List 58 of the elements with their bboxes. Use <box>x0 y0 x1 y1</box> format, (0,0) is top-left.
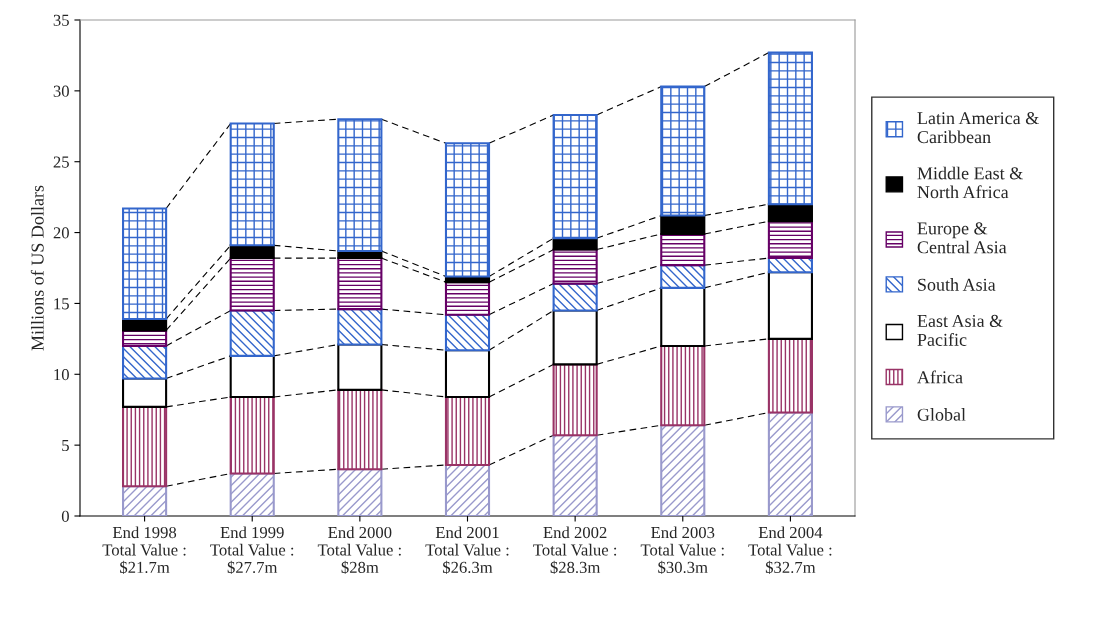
x-tick-label: End 2001 Total Value : $26.3m <box>425 526 509 575</box>
bar <box>660 344 706 427</box>
y-tick-label: 25 <box>53 156 69 168</box>
bar <box>122 329 168 347</box>
bar <box>552 248 598 285</box>
legend-label: Europe & Central Asia <box>917 222 1007 254</box>
bar <box>122 485 168 516</box>
y-tick-label: 10 <box>54 368 69 381</box>
bar <box>229 395 275 475</box>
y-tick-label: 15 <box>54 298 69 310</box>
legend-label: Global <box>917 408 966 421</box>
y-tick-label: 5 <box>62 440 69 452</box>
bar <box>122 207 168 321</box>
bar <box>229 309 275 357</box>
x-tick-label: End 1998 Total Value : $21.7m <box>102 526 186 575</box>
bar <box>767 411 813 516</box>
bar <box>229 257 275 312</box>
bar <box>229 122 275 247</box>
bar <box>444 395 491 467</box>
legend-label: Middle East & North Africa <box>917 166 1023 199</box>
bar <box>229 472 275 516</box>
bar <box>767 271 813 340</box>
legend-label: East Asia & Pacific <box>917 314 1003 346</box>
bar <box>552 434 598 516</box>
y-tick-label: 20 <box>53 227 69 239</box>
bar <box>767 51 813 206</box>
bar <box>337 308 383 346</box>
bar <box>552 363 598 437</box>
bar <box>337 388 383 471</box>
bar <box>552 113 598 240</box>
bar <box>444 463 491 516</box>
legend-label: South Asia <box>918 278 996 291</box>
y-tick-label: 35 <box>53 14 69 26</box>
y-tick-label: 0 <box>61 510 69 522</box>
y-tick-label: 30 <box>53 85 69 97</box>
bar <box>337 468 383 516</box>
bar <box>444 313 491 352</box>
y-axis-title: Millions of US Dollars <box>30 185 44 351</box>
x-tick-label: End 2000 Total Value : $28m <box>317 526 401 575</box>
bar <box>660 232 706 267</box>
bar <box>660 264 706 289</box>
bar <box>444 142 491 278</box>
legend-label: Africa <box>917 370 963 384</box>
x-tick-label: End 2004 Total Value : $32.7m <box>748 526 832 575</box>
bar <box>122 344 168 380</box>
bar <box>122 405 168 488</box>
bar <box>337 257 383 311</box>
bar <box>767 220 813 260</box>
bar <box>660 85 706 217</box>
x-tick-label: End 2002 Total Value : $28.3m <box>533 526 617 575</box>
legend-label: Latin America & Caribbean <box>917 112 1039 144</box>
x-tick-label: End 2003 Total Value : $30.3m <box>640 526 724 575</box>
bar <box>337 118 383 253</box>
bar <box>660 424 706 516</box>
x-tick-label: End 1999 Total Value : $27.7m <box>210 526 294 575</box>
bar <box>444 281 491 316</box>
bar <box>552 282 598 312</box>
bar <box>767 337 813 414</box>
